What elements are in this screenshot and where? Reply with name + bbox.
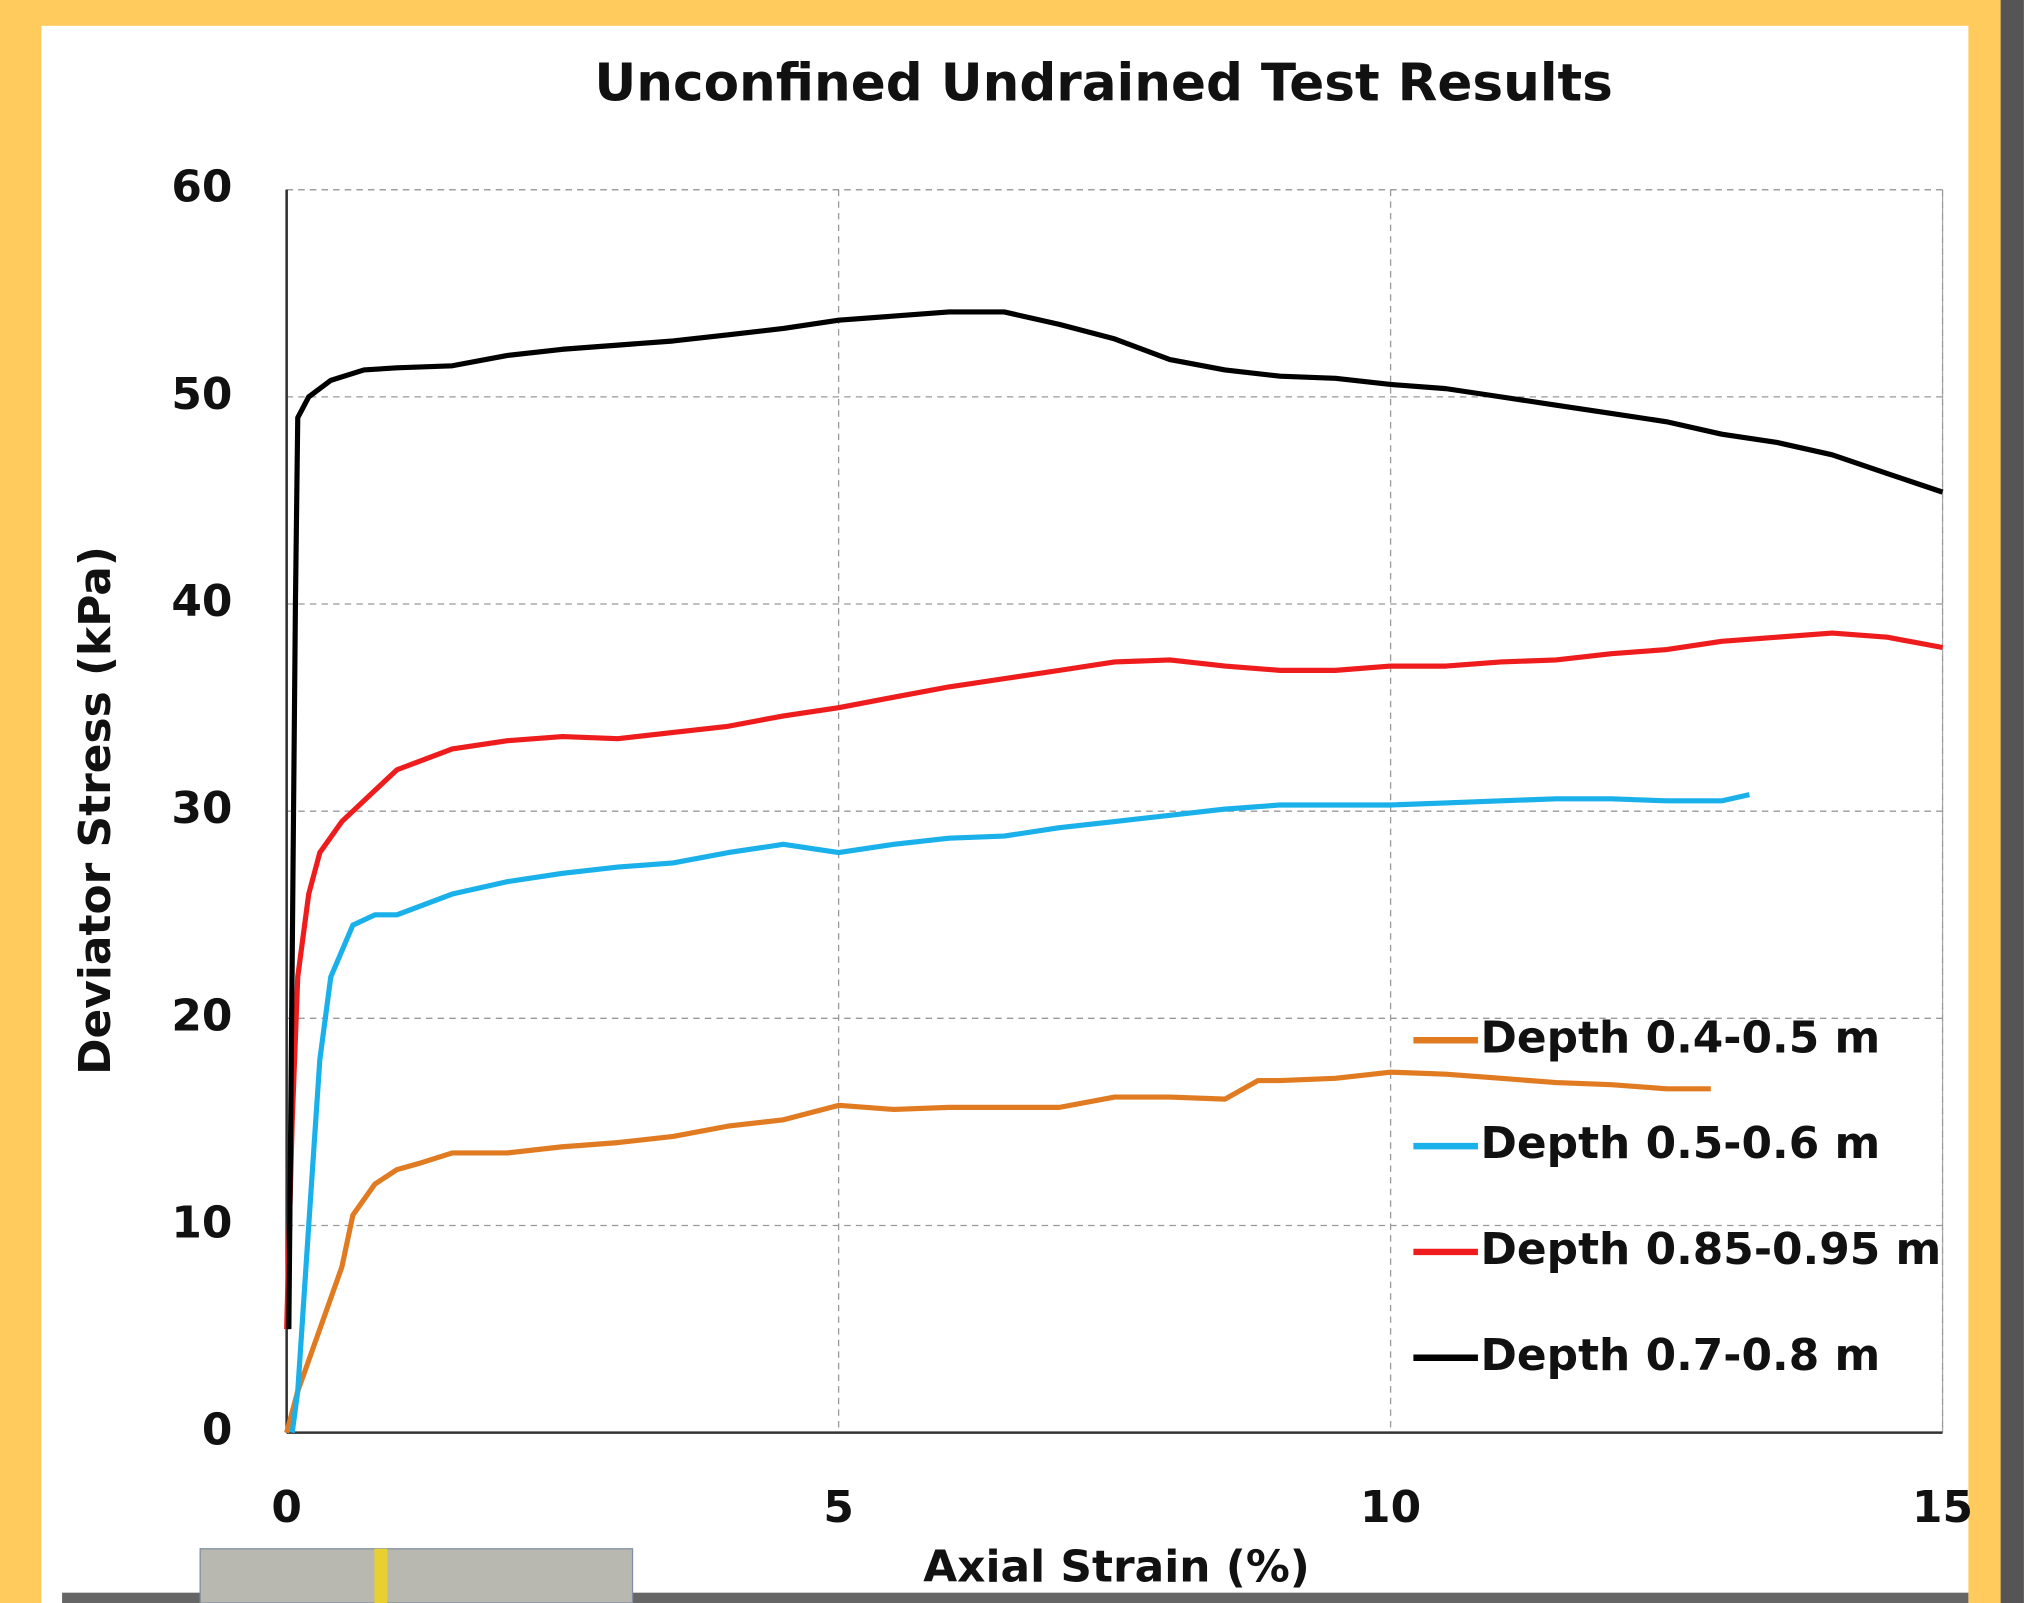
y-tick-label: 0 [202,1405,233,1456]
chart: Unconfined Undrained Test Results Axial … [0,0,2024,1603]
y-tick-label: 30 [171,783,232,834]
y-tick-label: 10 [171,1197,232,1248]
x-tick-label: 5 [823,1482,854,1533]
legend-label: Depth 0.7-0.8 m [1481,1330,1881,1381]
photo-detail [374,1549,387,1603]
y-tick-label: 20 [171,990,232,1041]
y-tick-label: 40 [171,576,232,627]
frame-edge [2001,0,2024,1603]
legend-label: Depth 0.5-0.6 m [1481,1118,1881,1169]
legend-label: Depth 0.4-0.5 m [1481,1012,1881,1063]
x-axis-label: Axial Strain (%) [923,1541,1310,1592]
x-tick-label: 10 [1360,1482,1421,1533]
legend-label: Depth 0.85-0.95 m [1481,1224,1942,1275]
y-axis-label: Deviator Stress (kPa) [70,546,121,1075]
chart-title: Unconfined Undrained Test Results [594,53,1613,113]
x-tick-label: 0 [271,1482,302,1533]
y-tick-label: 50 [171,369,232,420]
photo-thumbnail [200,1549,632,1603]
y-tick-label: 60 [171,162,232,213]
x-tick-label: 15 [1912,1482,1973,1533]
